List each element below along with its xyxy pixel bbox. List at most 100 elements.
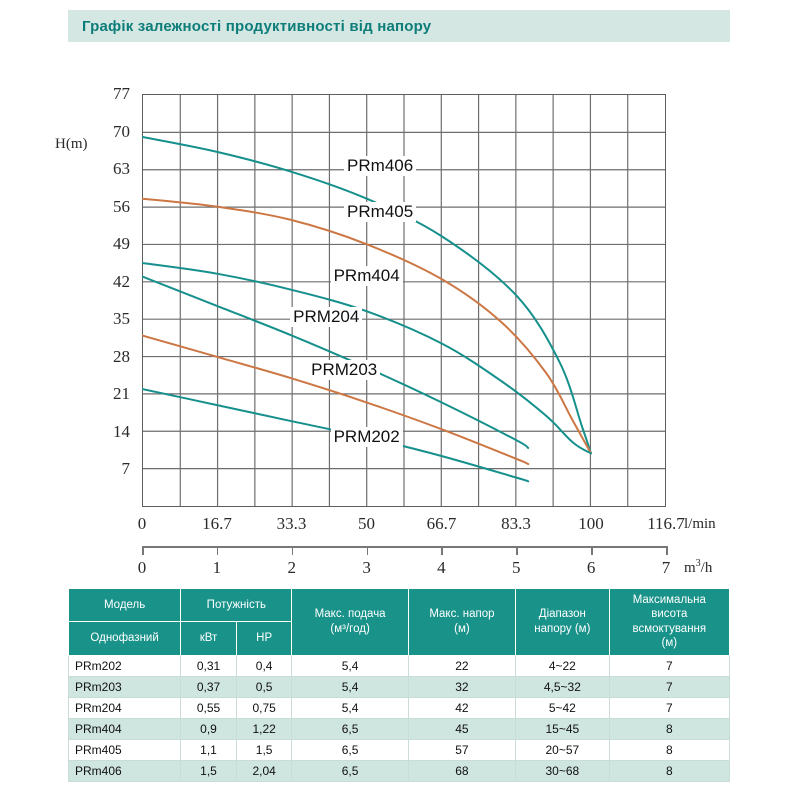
cell-max-head: 22 xyxy=(407,654,517,677)
x-tick-lmin-6: 100 xyxy=(578,514,604,533)
axis2-tick-4 xyxy=(441,546,443,555)
curve-label-prm406: PRm406 xyxy=(344,156,417,177)
cell-suction: 7 xyxy=(608,675,731,698)
curve-label-prm405: PRm405 xyxy=(344,202,417,222)
cell-suction: 7 xyxy=(608,696,731,719)
cell-max-flow: 5,4 xyxy=(291,696,409,719)
y-tick-42: 42 xyxy=(113,271,130,291)
page-title: Графік залежності продуктивності від нап… xyxy=(82,17,432,35)
th-max-flow: Макс. подача (м³/год) xyxy=(291,588,409,656)
axis2-tick-2 xyxy=(291,546,294,555)
table-row: PRm204 0,55 0,75 5,4 42 5~42 7 xyxy=(67,696,731,719)
table-row: PRm202 0,31 0,4 5,4 22 4~22 7 xyxy=(67,654,731,677)
cell-kw: 0,31 xyxy=(180,654,237,677)
cell-max-flow: 5,4 xyxy=(291,675,409,698)
th-max-suction: Максимальна висота всмоктування (м) xyxy=(608,588,731,656)
th-max-head-line1: Макс. напор xyxy=(429,608,495,621)
x-tick-lmin-2: 33.3 xyxy=(276,514,307,533)
cell-hp: 0,5 xyxy=(235,675,293,698)
cell-suction: 8 xyxy=(608,759,731,782)
cell-kw: 1,1 xyxy=(180,738,237,761)
cell-hp: 2,04 xyxy=(235,759,293,782)
x-tick-m3h-6: 6 xyxy=(586,558,596,577)
cell-max-head: 57 xyxy=(407,738,517,761)
th-max-suction-line2: висота xyxy=(651,608,688,621)
y-tick-7: 7 xyxy=(121,459,131,479)
y-axis-unit-label: H(m) xyxy=(55,136,88,152)
th-kw: кВт xyxy=(180,621,237,656)
x-tick-m3h-1: 1 xyxy=(212,558,222,577)
y-tick-49: 49 xyxy=(113,234,130,254)
th-phase: Однофазний xyxy=(67,621,182,656)
table-header-row-1: Модель Потужність Макс. подача (м³/год) … xyxy=(67,587,731,656)
th-hp: HP xyxy=(235,621,293,656)
x-tick-m3h-4: 4 xyxy=(437,558,446,577)
chart-title-bar: Графік залежності продуктивності від нап… xyxy=(68,10,730,42)
cell-hp: 0,75 xyxy=(235,696,293,719)
th-max-head: Макс. напор (м) xyxy=(407,588,517,656)
cell-max-flow: 6,5 xyxy=(291,717,409,740)
th-model: Модель xyxy=(67,587,182,623)
y-tick-70: 70 xyxy=(113,121,130,141)
x-tick-lmin-7: 116.7 xyxy=(647,514,685,533)
y-tick-28: 28 xyxy=(113,346,130,366)
axis2-tick-6 xyxy=(591,546,593,555)
cell-max-flow: 6,5 xyxy=(291,738,409,761)
cell-range: 30~68 xyxy=(515,759,610,782)
x-axis-unit-lmin: l/min xyxy=(684,516,716,532)
cell-max-flow: 5,4 xyxy=(291,654,409,677)
th-max-flow-line1: Макс. подача xyxy=(314,608,386,621)
cell-hp: 1,5 xyxy=(235,738,293,761)
cell-kw: 0,37 xyxy=(180,675,237,698)
cell-model: PRm203 xyxy=(67,675,182,698)
cell-max-head: 68 xyxy=(407,759,517,782)
cell-max-flow: 6,5 xyxy=(291,759,409,782)
th-max-suction-line1: Максимальна xyxy=(632,594,706,606)
table-body: PRm202 0,31 0,4 5,4 22 4~22 7 PRm203 0,37 0,5 5,4 3… xyxy=(67,654,731,782)
x-tick-lmin-5: 83.3 xyxy=(501,514,531,533)
cell-range: 15~45 xyxy=(515,717,610,740)
x-tick-lmin-4: 66.7 xyxy=(426,514,457,533)
cell-model: PRm204 xyxy=(67,696,182,719)
cell-hp: 1,22 xyxy=(235,717,293,740)
cell-model: PRm202 xyxy=(67,654,182,677)
x-tick-m3h-3: 3 xyxy=(362,558,371,577)
cell-range: 5~42 xyxy=(515,696,610,719)
cell-hp: 0,4 xyxy=(235,654,293,677)
cell-suction: 8 xyxy=(608,738,731,761)
x-tick-m3h-5: 5 xyxy=(512,558,521,577)
axis2-tick-7 xyxy=(666,546,668,555)
y-tick-21: 21 xyxy=(113,384,130,404)
x-tick-m3h-2: 2 xyxy=(287,558,296,577)
y-tick-63: 63 xyxy=(113,159,130,179)
cell-model: PRm405 xyxy=(67,738,182,761)
cell-range: 20~57 xyxy=(515,738,610,761)
axis2-tick-1 xyxy=(216,546,219,555)
cell-suction: 8 xyxy=(608,717,731,740)
curve-label-prm202: PRM202 xyxy=(330,427,403,448)
y-tick-14: 14 xyxy=(113,421,130,441)
th-max-flow-line2: (м³/год) xyxy=(330,622,370,635)
table-row: PRm404 0,9 1,22 6,5 45 15~45 8 xyxy=(67,717,731,740)
th-max-head-line2: (м) xyxy=(454,622,470,635)
th-power: Потужність xyxy=(180,587,293,623)
th-head-range-line2: напору (м) xyxy=(534,622,591,635)
cell-range: 4~22 xyxy=(515,654,610,677)
x-tick-lmin-1: 16.7 xyxy=(202,514,232,533)
table-row: PRm405 1,1 1,5 6,5 57 20~57 8 xyxy=(67,738,731,761)
cell-max-head: 42 xyxy=(407,696,517,719)
table-header-row-2: Однофазний кВт HP xyxy=(67,621,730,656)
y-tick-56: 56 xyxy=(113,196,130,216)
cell-model: PRm406 xyxy=(67,759,182,782)
cell-kw: 1,5 xyxy=(180,759,237,782)
cell-kw: 0,55 xyxy=(180,696,237,719)
th-head-range: Діапазон напору (м) xyxy=(515,588,610,656)
curve-label-prm404: PRm404 xyxy=(330,266,403,287)
table-row: PRm406 1,5 2,04 6,5 68 30~68 8 xyxy=(67,759,731,782)
curve-label-prm203: PRM203 xyxy=(308,360,381,381)
x-tick-m3h-0: 0 xyxy=(137,558,147,577)
y-tick-35: 35 xyxy=(113,309,130,329)
axis2-tick-5 xyxy=(516,546,518,555)
th-head-range-line1: Діапазон xyxy=(538,608,586,621)
secondary-axis-line xyxy=(142,546,668,556)
